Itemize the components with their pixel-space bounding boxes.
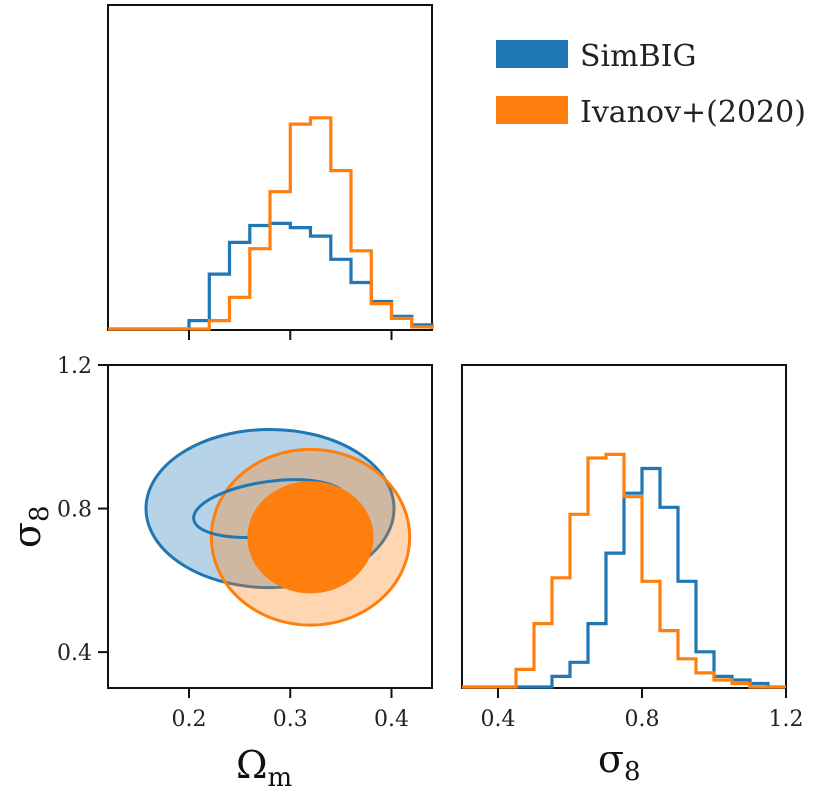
sigma8-hist-xtick-label-1: 0.8 bbox=[625, 707, 660, 732]
x-axis-title-sigma8: σ8 bbox=[598, 737, 641, 787]
legend-label-ivanov: Ivanov+(2020) bbox=[580, 95, 806, 130]
contour-frame bbox=[107, 364, 433, 689]
chart-marks: 0.2 0.3 0.4 0.4 0.8 1.2 0.4 0.8 1.2 bbox=[57, 116, 804, 732]
legend-label-simbig: SimBIG bbox=[580, 39, 696, 74]
y-axis-title-sigma8: σ8 bbox=[5, 506, 55, 549]
x-axis-title-omega: Ωm bbox=[236, 743, 292, 792]
sigma8-hist-xtick-label-0: 0.4 bbox=[481, 707, 516, 732]
sigma8-hist-xtick-label-2: 1.2 bbox=[769, 707, 804, 732]
sigma-8-hist-ivanov-2020- bbox=[462, 452, 786, 689]
contour-xtick-label-1: 0.3 bbox=[273, 707, 308, 732]
contour-xtick-label-0: 0.2 bbox=[172, 707, 207, 732]
legend-swatch-simbig bbox=[496, 40, 568, 68]
omega-hist-frame bbox=[107, 4, 433, 331]
contour-ytick-label-1: 0.8 bbox=[57, 498, 92, 523]
contour-xtick-label-2: 0.4 bbox=[374, 707, 409, 732]
sigma-8-hist-simbig bbox=[462, 466, 786, 689]
contour-ytick-label-2: 1.2 bbox=[57, 354, 92, 379]
contour-68-ivanov-2020- bbox=[247, 481, 374, 594]
sigma8-hist-frame bbox=[461, 364, 787, 689]
legend-swatch-ivanov bbox=[496, 96, 568, 124]
contour-ytick-label-0: 0.4 bbox=[57, 641, 92, 666]
omega-m-hist-ivanov-2020- bbox=[108, 116, 434, 331]
